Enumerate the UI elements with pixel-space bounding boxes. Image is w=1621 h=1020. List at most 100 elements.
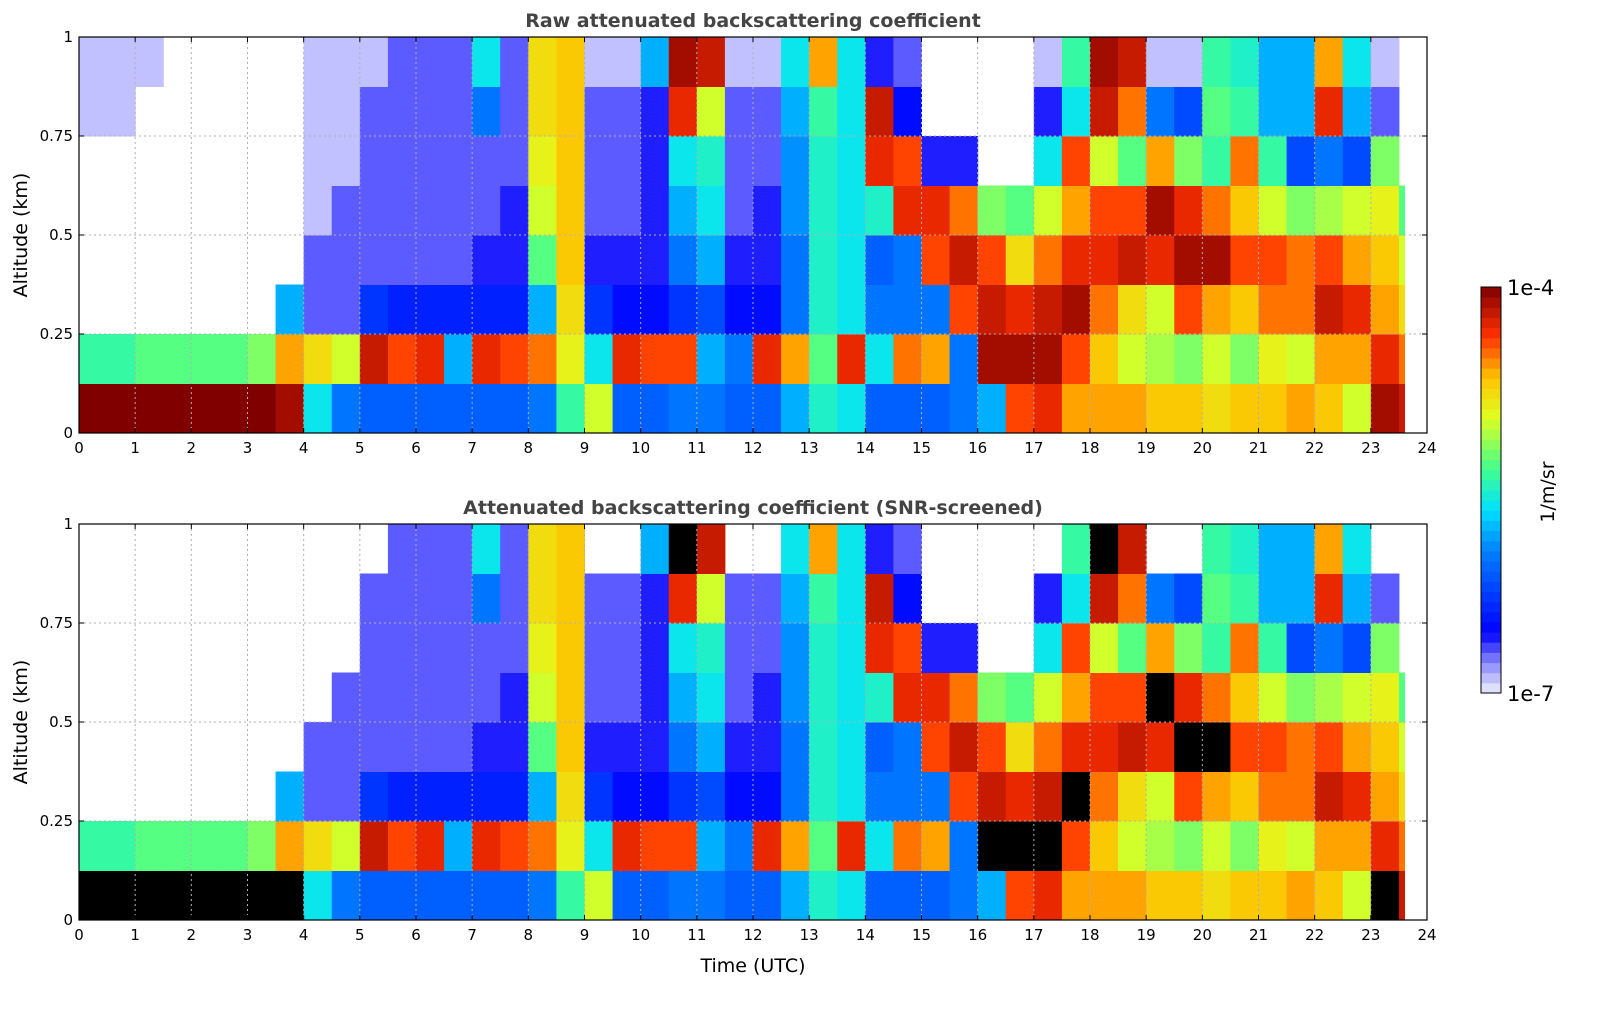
heatmap-cell [893,722,922,772]
heatmap-cell [809,722,838,772]
heatmap-cell [416,383,445,434]
heatmap-cell [1033,86,1063,137]
heatmap-cell [303,235,333,285]
heatmap-cell [1146,235,1175,285]
heatmap-cell [416,86,445,137]
heatmap-cell [472,37,501,87]
heatmap-cell [472,870,501,921]
heatmap-cell [1090,235,1119,285]
heatmap-cell [1061,383,1091,434]
heatmap-cell [1033,672,1063,723]
colorbar-segment [1481,510,1501,521]
heatmap-cell [1342,284,1372,335]
heatmap-cell [1314,86,1344,137]
heatmap-cell [781,771,810,822]
heatmap-cell [1090,185,1119,236]
heatmap-cell [1005,672,1035,723]
heatmap-cell [1370,37,1400,87]
heatmap-cell [865,771,894,822]
heatmap-cell [1090,383,1119,434]
heatmap-cell [1230,573,1259,624]
heatmap-cell [781,235,810,285]
colorbar-segment [1481,672,1501,684]
heatmap-cell [1230,284,1259,335]
heatmap-cell [1286,235,1316,285]
heatmap-cell [472,185,501,236]
heatmap-cell [1342,235,1372,285]
heatmap-cell [107,870,136,921]
heatmap-cell [275,771,305,822]
heatmap-cell [1061,86,1091,137]
heatmap-cell [1286,573,1316,624]
heatmap-cell [893,623,922,673]
heatmap-cell [949,870,979,921]
x-tick-label: 5 [355,926,365,944]
heatmap-cell [696,136,726,186]
heatmap-cell [668,771,698,822]
heatmap-cell [387,722,417,772]
heatmap-cell [1174,623,1203,673]
x-tick-label: 13 [800,439,819,457]
x-tick-label: 23 [1361,439,1380,457]
heatmap-cell [977,870,1007,921]
heatmap-cell [416,284,445,335]
heatmap-cell [1090,284,1119,335]
heatmap-cell [331,383,361,434]
heatmap-cell [387,185,417,236]
colorbar-segment [1481,662,1501,674]
x-tick-label: 16 [968,439,987,457]
heatmap-cell [668,623,698,673]
heatmap-cell [724,771,754,822]
heatmap-cell [949,623,979,673]
heatmap-cell [444,771,473,822]
heatmap-cell [584,383,614,434]
heatmap-cell [1342,524,1372,574]
heatmap-cell [865,524,894,574]
heatmap-cell [1370,284,1400,335]
heatmap-cell [753,672,782,723]
heatmap-cell [331,86,361,137]
heatmap-cell [79,86,108,137]
heatmap-cell [1061,771,1091,822]
heatmap-cell [1398,821,1406,871]
heatmap-cell [809,37,838,87]
heatmap-cell [809,771,838,822]
heatmap-cell [387,136,417,186]
heatmap-cell [500,524,529,574]
heatmap-cell [556,870,585,921]
heatmap-cell [1174,821,1203,871]
heatmap-cell [1258,672,1288,723]
heatmap-cell [781,573,810,624]
heatmap-cell [949,771,979,822]
heatmap-cell [556,771,585,822]
heatmap-cell [1005,383,1035,434]
heatmap-cell [612,870,642,921]
heatmap-cell [247,383,277,434]
heatmap-cell [1033,37,1063,87]
colorbar-segment [1481,317,1501,329]
heatmap-cell [724,86,754,137]
heatmap-cell [1230,870,1259,921]
heatmap-cell [753,86,782,137]
x-tick-label: 16 [968,926,987,944]
heatmap-cell [753,383,782,434]
heatmap-cell [781,37,810,87]
heatmap-cell [1230,334,1259,384]
heatmap-cell [556,334,585,384]
heatmap-cell [1398,722,1406,772]
heatmap-cell [1230,524,1259,574]
heatmap-cell [1314,870,1344,921]
bottom-y-axis-label: Altitude (km) [10,660,32,785]
heatmap-cell [500,86,529,137]
heatmap-cell [584,185,614,236]
x-tick-label: 4 [299,926,309,944]
colorbar-segment [1481,591,1501,603]
heatmap-cell [724,235,754,285]
x-tick-label: 9 [580,926,590,944]
y-tick-label: 0.5 [49,713,73,731]
x-tick-label: 18 [1080,926,1099,944]
heatmap-cell [612,722,642,772]
heatmap-cell [387,334,417,384]
heatmap-cell [1314,334,1344,384]
heatmap-cell [640,383,670,434]
